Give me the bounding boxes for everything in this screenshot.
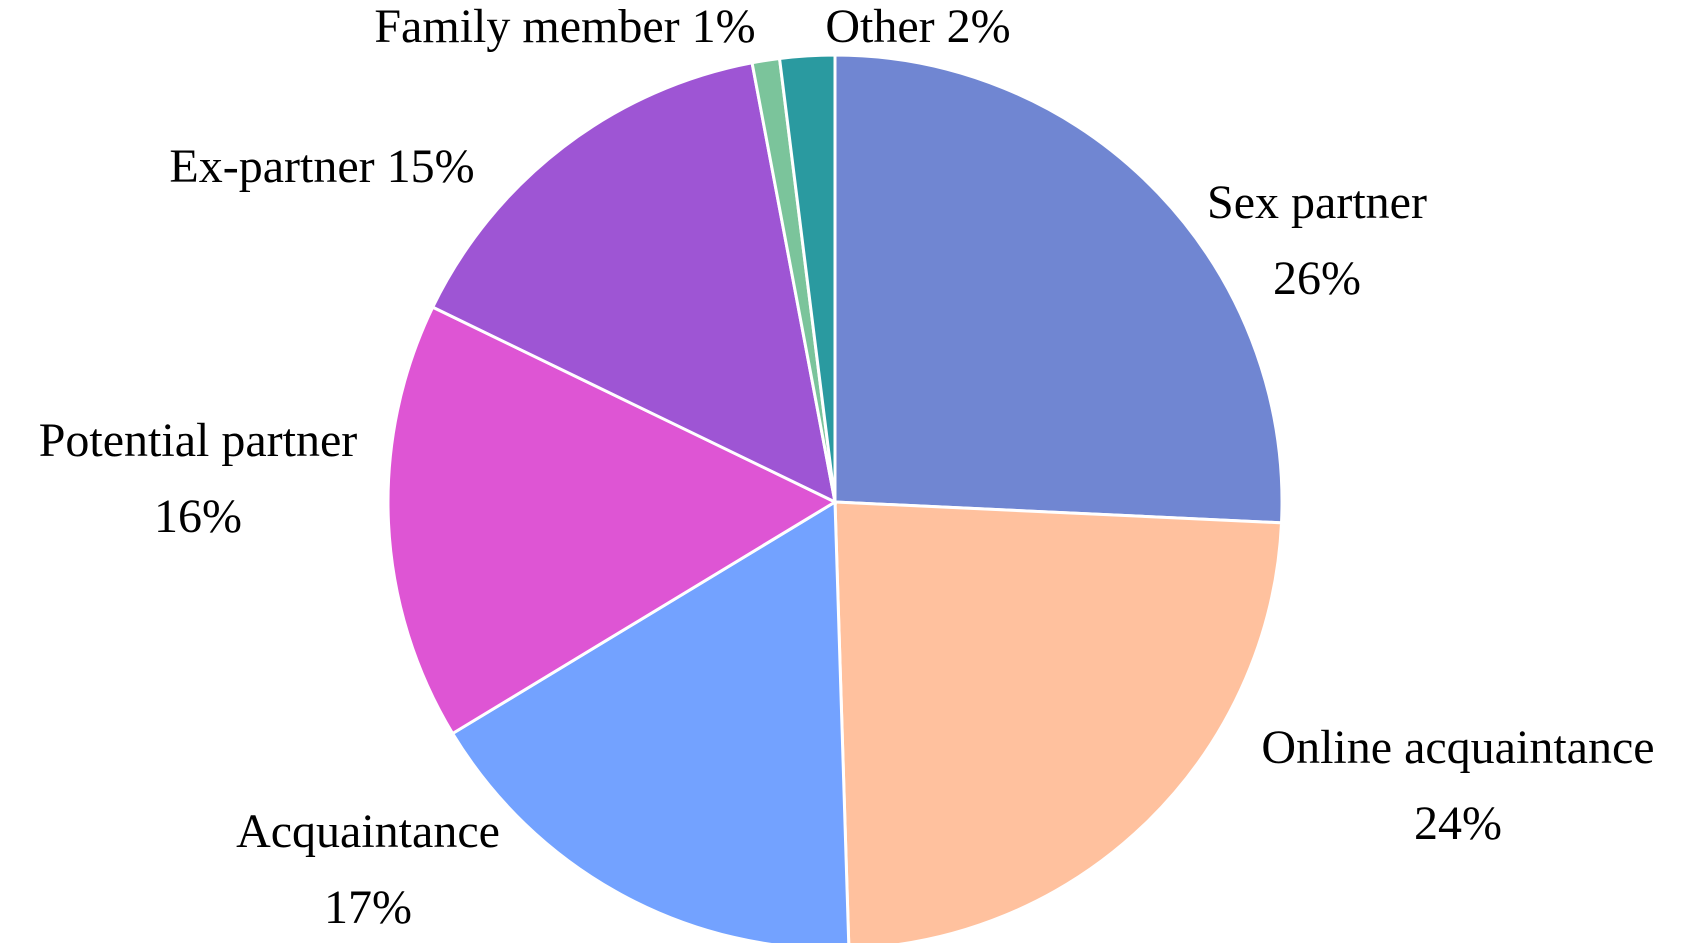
slice-value-label: 26% xyxy=(1273,252,1361,305)
slice-label: Online acquaintance xyxy=(1261,721,1654,774)
slice-value-label: 15% xyxy=(387,140,475,193)
slice-label: Family member xyxy=(374,0,679,53)
pie-slice xyxy=(450,499,851,943)
slice-label: Other xyxy=(825,0,934,53)
slice-label-group: Ex-partner 15% xyxy=(169,140,474,193)
slice-value-label: 16% xyxy=(154,490,242,543)
pie-slice xyxy=(386,305,839,736)
slice-value-label: 1% xyxy=(692,0,756,53)
pie-slice xyxy=(833,500,1284,943)
slice-label: Acquaintance xyxy=(236,805,500,858)
slice-label: Ex-partner xyxy=(169,140,374,193)
slice-value-label: 2% xyxy=(947,0,1011,53)
slice-value-label: 24% xyxy=(1414,797,1502,850)
slice-value-label: 17% xyxy=(324,881,412,934)
slice-label-group: Other 2% xyxy=(825,0,1010,53)
pie-slice xyxy=(833,53,1284,525)
slice-label: Potential partner xyxy=(39,414,358,467)
pie-slice xyxy=(430,61,838,505)
pie-slice xyxy=(777,53,837,503)
slice-label: Sex partner xyxy=(1207,176,1427,229)
slice-label-group: Family member 1% xyxy=(374,0,755,53)
